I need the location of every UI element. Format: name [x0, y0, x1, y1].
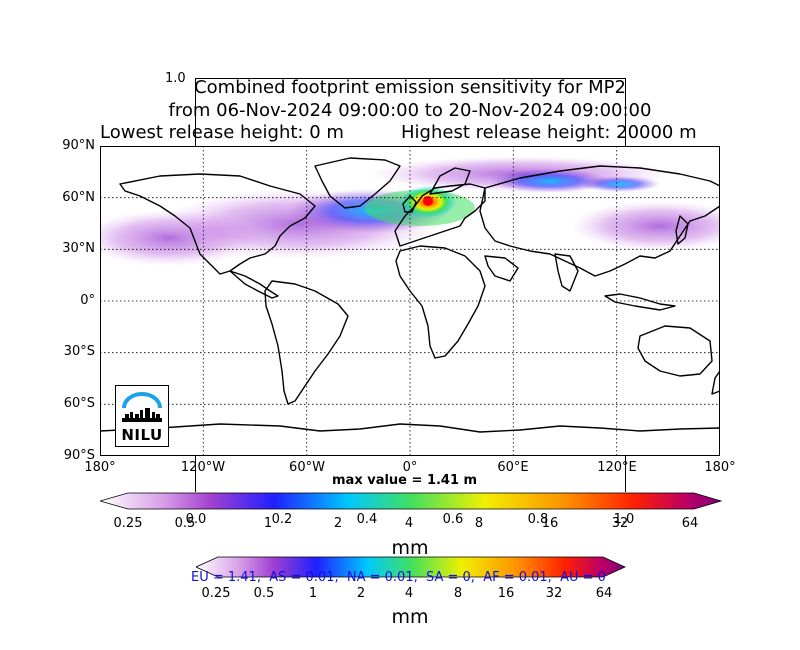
stray-axis-label: 1.0 — [165, 71, 186, 86]
title-line-1: Combined footprint emission sensitivity … — [194, 77, 626, 98]
colorbar-main-tick-0.5: 0.5 — [174, 516, 196, 531]
plume-blue-siberia — [580, 176, 660, 192]
colorbar-second-tick-64: 64 — [595, 586, 613, 601]
nilu-skyline-icon — [122, 392, 162, 422]
title-line-2: from 06-Nov-2024 09:00:00 to 20-Nov-2024… — [168, 100, 652, 121]
lat-label-60n: 60°N — [62, 190, 95, 205]
world-map — [100, 146, 720, 456]
release-height-high: Highest release height: 20000 m — [401, 122, 697, 143]
coastline-greenland — [314, 157, 401, 209]
colorbar-second-tick-16: 16 — [497, 586, 515, 601]
lon-label-180w: 180° — [84, 460, 116, 475]
lat-label-90s: 90°S — [63, 448, 95, 463]
nilu-logo: NILU — [115, 385, 169, 447]
lat-label-60s: 60°S — [63, 396, 95, 411]
coastline-scandinavia — [429, 167, 471, 195]
lon-label-60e: 60°E — [497, 460, 529, 475]
coastline-asia — [479, 165, 720, 277]
coastline-antarctica — [100, 423, 720, 456]
coastline-new-zealand — [711, 370, 720, 395]
colorbar-second — [196, 556, 626, 578]
coastline-africa — [395, 245, 486, 359]
colorbar-second-tick-2: 2 — [356, 586, 366, 601]
region-summary: EU = 1.41, AS = 0.01, NA = 0.01, SA = 0,… — [191, 570, 606, 585]
colorbar-second-tick-4: 4 — [404, 586, 414, 601]
stray-tick-0.6: 0.6 — [442, 512, 464, 527]
colorbar-second-tick-32: 32 — [545, 586, 563, 601]
colorbar-main-tick-2: 2 — [333, 516, 343, 531]
release-height-low: Lowest release height: 0 m — [100, 122, 344, 143]
plume-peak — [423, 196, 433, 206]
colorbar-main-tick-4: 4 — [404, 516, 414, 531]
coastline-india — [554, 253, 579, 292]
stray-tick-0.0: 0.0 — [185, 512, 207, 527]
colorbar-main — [100, 492, 722, 510]
lon-label-180e: 180° — [704, 460, 736, 475]
coastline-australia — [637, 325, 713, 377]
colorbar-main-tick-16: 16 — [541, 516, 559, 531]
coastline-north-america — [119, 173, 316, 275]
lon-label-60w: 60°W — [289, 460, 325, 475]
stray-axes-frame-bottom — [195, 456, 626, 492]
colorbar-main-tick-64: 64 — [681, 516, 699, 531]
lon-label-120e: 120°E — [597, 460, 637, 475]
colorbar-main-tick-8: 8 — [474, 516, 484, 531]
stray-tick-0.2: 0.2 — [271, 512, 293, 527]
plume-band-east — [570, 201, 720, 251]
colorbar-second-unit: mm — [391, 606, 429, 628]
colorbar-main-tick-1: 1 — [263, 516, 273, 531]
lon-label-0: 0° — [402, 460, 418, 475]
lat-label-90n: 90°N — [62, 138, 95, 153]
colorbar-second-tick-1: 1 — [308, 586, 318, 601]
lat-label-0: 0° — [80, 293, 95, 308]
colorbar-second-tick-0.5: 0.5 — [253, 586, 275, 601]
lon-label-120w: 120°W — [180, 460, 226, 475]
lat-label-30n: 30°N — [62, 241, 95, 256]
coastlines — [100, 157, 720, 456]
coastline-arabia — [484, 255, 519, 282]
colorbar-second-tick-8: 8 — [453, 586, 463, 601]
plume-blue-arctic — [490, 169, 610, 193]
colorbar-main-tick-32: 32 — [611, 516, 629, 531]
coastline-indonesia — [604, 293, 676, 311]
colorbar-main-tick-0.25: 0.25 — [113, 516, 143, 531]
max-value-label: max value = 1.41 m — [332, 473, 478, 488]
coastline-japan — [675, 215, 689, 245]
colorbar-main-unit: mm — [391, 537, 429, 559]
lat-label-30s: 30°S — [63, 344, 95, 359]
stray-axes-frame-top — [195, 78, 626, 147]
nilu-logo-text: NILU — [121, 426, 163, 444]
stray-tick-1.0: 1.0 — [613, 512, 635, 527]
stray-tick-0.4: 0.4 — [356, 512, 378, 527]
coastline-central-america — [229, 270, 279, 299]
coastline-south-america — [264, 280, 349, 405]
plume-layer — [100, 156, 720, 266]
colorbar-second-tick-0.25: 0.25 — [201, 586, 231, 601]
graticule — [100, 146, 720, 456]
stray-tick-0.8: 0.8 — [527, 512, 549, 527]
